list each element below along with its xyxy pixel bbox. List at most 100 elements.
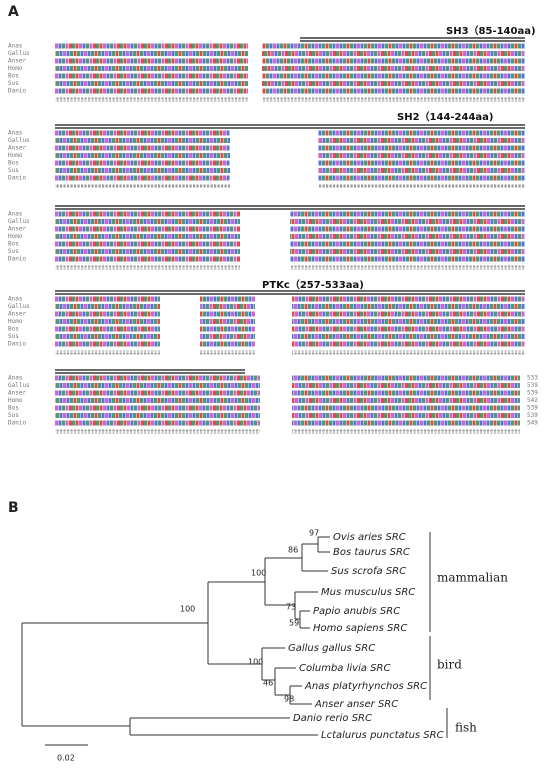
sequence [318,175,525,181]
leaf-label: Ovis aries SRC [333,532,406,543]
consensus [292,350,525,355]
sequence [318,160,525,166]
sequence [318,145,525,151]
sequence [55,73,248,79]
sequence [290,211,525,217]
leaf-label: Lctalurus punctatus SRC [321,730,444,741]
species-label: Anas [8,375,23,382]
clade-label: fish [455,721,477,735]
clade-label: bird [437,658,462,672]
bootstrap: 97 [309,529,319,538]
sequence [292,334,525,339]
sequence [200,319,255,324]
sequence [290,234,525,239]
sequence-length: 549 [527,420,538,427]
sequence [55,130,230,136]
leaf-label: Sus scrofa SRC [331,566,406,577]
sequence [292,398,520,403]
sequence [292,405,520,411]
sequence [55,413,260,418]
sequence [290,219,525,224]
tree [21,536,330,746]
sequence [55,88,248,94]
sequence [290,226,525,232]
sequence [55,66,248,71]
leaf-label: Gallus gallus SRC [288,643,375,654]
species-label: Bos [8,241,19,248]
species-label: Homo [8,318,23,325]
sequence [55,296,160,302]
species-label: Homo [8,397,23,404]
sequence [200,326,255,332]
clade-label: mammalian [437,571,508,585]
species-label: Homo [8,65,23,72]
species-label: Anas [8,43,23,50]
sequence [55,383,260,388]
sequence [55,398,260,403]
species-label: Danio [8,256,26,263]
sequence [200,334,255,339]
panel-label: A [8,4,19,20]
leaf-label: Mus musculus SRC [321,587,415,598]
leaf-label: Bos taurus SRC [333,547,410,558]
sequence [55,160,230,166]
species-label: Gallus [8,137,30,144]
species-label: Anas [8,296,23,303]
sequence [55,420,260,426]
consensus [55,184,230,189]
species-label: Homo [8,152,23,159]
domain-label: SH2（144-244aa) [397,110,494,123]
species-label: Sus [8,80,19,87]
panel-label: B [8,500,19,516]
sequence [292,413,520,418]
sequence [292,390,520,396]
sequence [262,81,525,86]
consensus [318,184,525,189]
bootstrap: 73 [286,603,296,612]
sequence-length: 542 [527,397,538,404]
sequence [55,319,160,324]
sequence [292,341,525,347]
sequence [55,375,260,381]
sequence [55,304,160,309]
sequence [262,51,525,56]
species-label: Anser [8,58,26,65]
scale-label: 0.02 [57,754,75,763]
sequence [262,88,525,94]
bootstrap-values: 97 86 100 73 59 100 46 98 100 [180,529,319,704]
sequence [55,168,230,173]
sequence-length: 539 [527,382,538,389]
sequence [55,219,240,224]
species-label: Sus [8,167,19,174]
sequence [55,234,240,239]
sequence [55,58,248,64]
sequence [55,175,230,181]
sequence [55,405,260,411]
sequence-length: 539 [527,412,538,419]
sequence [290,249,525,254]
leaf-label: Homo sapiens SRC [313,623,407,634]
species-label: Gallus [8,50,30,57]
bootstrap: 100 [251,569,266,578]
species-label: Gallus [8,218,30,225]
sequence [55,241,240,247]
sequence [55,334,160,339]
species-label: Danio [8,175,26,182]
species-label: Anser [8,145,26,152]
sequence [200,341,255,347]
sequence [318,138,525,143]
sequence [290,241,525,247]
sequence [292,311,525,317]
bootstrap: 59 [289,619,299,628]
sequence [262,43,525,49]
sequence [292,375,520,381]
species-label: Anas [8,211,23,218]
species-label: Bos [8,326,19,333]
consensus [55,429,260,434]
sequence [318,130,525,136]
bootstrap: 86 [288,546,298,555]
sequence [262,58,525,64]
consensus [55,97,248,102]
sequence [318,168,525,173]
sequence [55,341,160,347]
